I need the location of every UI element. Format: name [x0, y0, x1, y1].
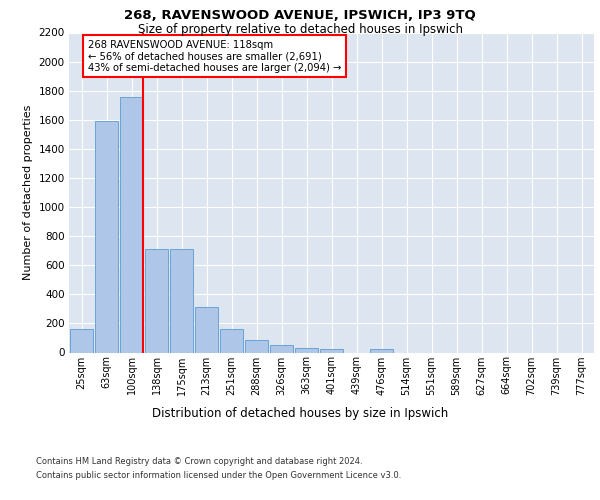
Bar — [245, 340, 268, 352]
Bar — [170, 249, 193, 352]
Bar — [195, 306, 218, 352]
Text: Size of property relative to detached houses in Ipswich: Size of property relative to detached ho… — [137, 22, 463, 36]
Bar — [270, 345, 293, 352]
Text: 268, RAVENSWOOD AVENUE, IPSWICH, IP3 9TQ: 268, RAVENSWOOD AVENUE, IPSWICH, IP3 9TQ — [124, 9, 476, 22]
Y-axis label: Number of detached properties: Number of detached properties — [23, 105, 33, 280]
Text: Contains public sector information licensed under the Open Government Licence v3: Contains public sector information licen… — [36, 471, 401, 480]
Text: Distribution of detached houses by size in Ipswich: Distribution of detached houses by size … — [152, 408, 448, 420]
Bar — [220, 329, 243, 352]
Bar — [70, 329, 93, 352]
Bar — [95, 121, 118, 352]
Text: 268 RAVENSWOOD AVENUE: 118sqm
← 56% of detached houses are smaller (2,691)
43% o: 268 RAVENSWOOD AVENUE: 118sqm ← 56% of d… — [88, 40, 341, 73]
Bar — [320, 349, 343, 352]
Bar — [370, 349, 393, 352]
Text: Contains HM Land Registry data © Crown copyright and database right 2024.: Contains HM Land Registry data © Crown c… — [36, 458, 362, 466]
Bar — [145, 249, 168, 352]
Bar — [295, 348, 318, 352]
Bar — [120, 96, 143, 352]
